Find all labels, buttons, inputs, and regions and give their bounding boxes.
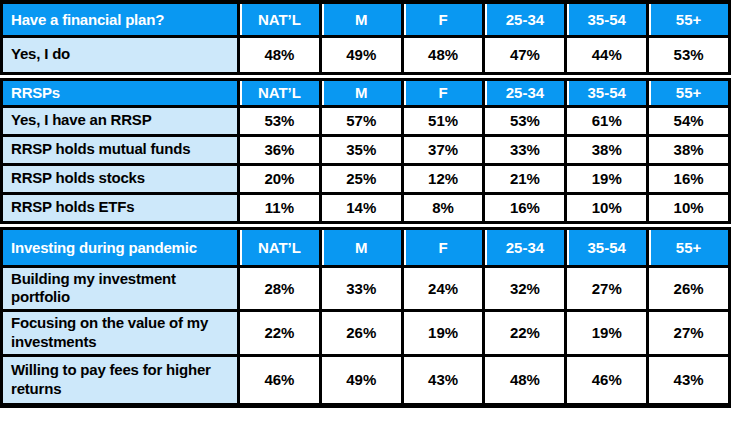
value-cell: 47%	[484, 36, 566, 73]
value-cell: 12%	[402, 164, 484, 193]
table-row: RRSP holds stocks20%25%12%21%19%16%	[2, 164, 730, 193]
section-title: Have a financial plan?	[2, 2, 239, 36]
value-cell: 48%	[484, 355, 566, 405]
value-cell: 51%	[402, 106, 484, 135]
value-cell: 19%	[566, 311, 648, 356]
value-cell: 36%	[239, 135, 321, 164]
section-table: Have a financial plan?NAT’LMF25-3435-545…	[0, 0, 731, 75]
column-header: F	[402, 79, 484, 106]
value-cell: 53%	[648, 36, 730, 73]
column-header: M	[320, 228, 402, 266]
value-cell: 21%	[484, 164, 566, 193]
column-header: M	[320, 2, 402, 36]
row-label: Focusing on the value of my investments	[2, 311, 239, 356]
row-label: Building my investment portfolio	[2, 266, 239, 311]
column-header: F	[402, 228, 484, 266]
table-row: Yes, I do48%49%48%47%44%53%	[2, 36, 730, 73]
section-header-row: Have a financial plan?NAT’LMF25-3435-545…	[2, 2, 730, 36]
section-title: Investing during pandemic	[2, 228, 239, 266]
column-header: 55+	[648, 79, 730, 106]
table-row: Yes, I have an RRSP53%57%51%53%61%54%	[2, 106, 730, 135]
table-row: Building my investment portfolio28%33%24…	[2, 266, 730, 311]
column-header: 25-34	[484, 228, 566, 266]
value-cell: 33%	[484, 135, 566, 164]
column-header: NAT’L	[239, 228, 321, 266]
value-cell: 43%	[648, 355, 730, 405]
survey-results-table: Have a financial plan?NAT’LMF25-3435-545…	[0, 0, 731, 445]
column-header: 55+	[648, 228, 730, 266]
section-header-row: RRSPsNAT’LMF25-3435-5455+	[2, 79, 730, 106]
row-label: RRSP holds stocks	[2, 164, 239, 193]
value-cell: 16%	[648, 164, 730, 193]
value-cell: 10%	[566, 193, 648, 222]
value-cell: 44%	[566, 36, 648, 73]
value-cell: 16%	[484, 193, 566, 222]
column-header: 35-54	[566, 79, 648, 106]
value-cell: 24%	[402, 266, 484, 311]
column-header: 25-34	[484, 79, 566, 106]
value-cell: 27%	[648, 311, 730, 356]
row-label: Yes, I do	[2, 36, 239, 73]
value-cell: 33%	[320, 266, 402, 311]
column-header: 25-34	[484, 2, 566, 36]
table-row: Willing to pay fees for higher returns46…	[2, 355, 730, 405]
value-cell: 35%	[320, 135, 402, 164]
table-row: Focusing on the value of my investments2…	[2, 311, 730, 356]
value-cell: 53%	[239, 106, 321, 135]
row-label: RRSP holds ETFs	[2, 193, 239, 222]
column-header: 35-54	[566, 228, 648, 266]
value-cell: 38%	[648, 135, 730, 164]
column-header: NAT’L	[239, 79, 321, 106]
value-cell: 54%	[648, 106, 730, 135]
column-header: M	[320, 79, 402, 106]
value-cell: 20%	[239, 164, 321, 193]
value-cell: 57%	[320, 106, 402, 135]
value-cell: 38%	[566, 135, 648, 164]
value-cell: 26%	[648, 266, 730, 311]
value-cell: 43%	[402, 355, 484, 405]
column-header: 35-54	[566, 2, 648, 36]
value-cell: 46%	[239, 355, 321, 405]
value-cell: 8%	[402, 193, 484, 222]
value-cell: 19%	[402, 311, 484, 356]
value-cell: 61%	[566, 106, 648, 135]
value-cell: 22%	[239, 311, 321, 356]
value-cell: 49%	[320, 36, 402, 73]
value-cell: 27%	[566, 266, 648, 311]
row-label: Willing to pay fees for higher returns	[2, 355, 239, 405]
value-cell: 26%	[320, 311, 402, 356]
value-cell: 11%	[239, 193, 321, 222]
value-cell: 14%	[320, 193, 402, 222]
column-header: NAT’L	[239, 2, 321, 36]
table-row: RRSP holds ETFs11%14%8%16%10%10%	[2, 193, 730, 222]
column-header: F	[402, 2, 484, 36]
section-table: RRSPsNAT’LMF25-3435-5455+Yes, I have an …	[0, 78, 731, 224]
value-cell: 22%	[484, 311, 566, 356]
value-cell: 49%	[320, 355, 402, 405]
value-cell: 53%	[484, 106, 566, 135]
section-table: Investing during pandemicNAT’LMF25-3435-…	[0, 227, 731, 408]
value-cell: 28%	[239, 266, 321, 311]
value-cell: 32%	[484, 266, 566, 311]
value-cell: 25%	[320, 164, 402, 193]
value-cell: 48%	[239, 36, 321, 73]
row-label: RRSP holds mutual funds	[2, 135, 239, 164]
row-label: Yes, I have an RRSP	[2, 106, 239, 135]
value-cell: 48%	[402, 36, 484, 73]
column-header: 55+	[648, 2, 730, 36]
section-title: RRSPs	[2, 79, 239, 106]
value-cell: 10%	[648, 193, 730, 222]
value-cell: 19%	[566, 164, 648, 193]
value-cell: 37%	[402, 135, 484, 164]
value-cell: 46%	[566, 355, 648, 405]
table-row: RRSP holds mutual funds36%35%37%33%38%38…	[2, 135, 730, 164]
section-header-row: Investing during pandemicNAT’LMF25-3435-…	[2, 228, 730, 266]
